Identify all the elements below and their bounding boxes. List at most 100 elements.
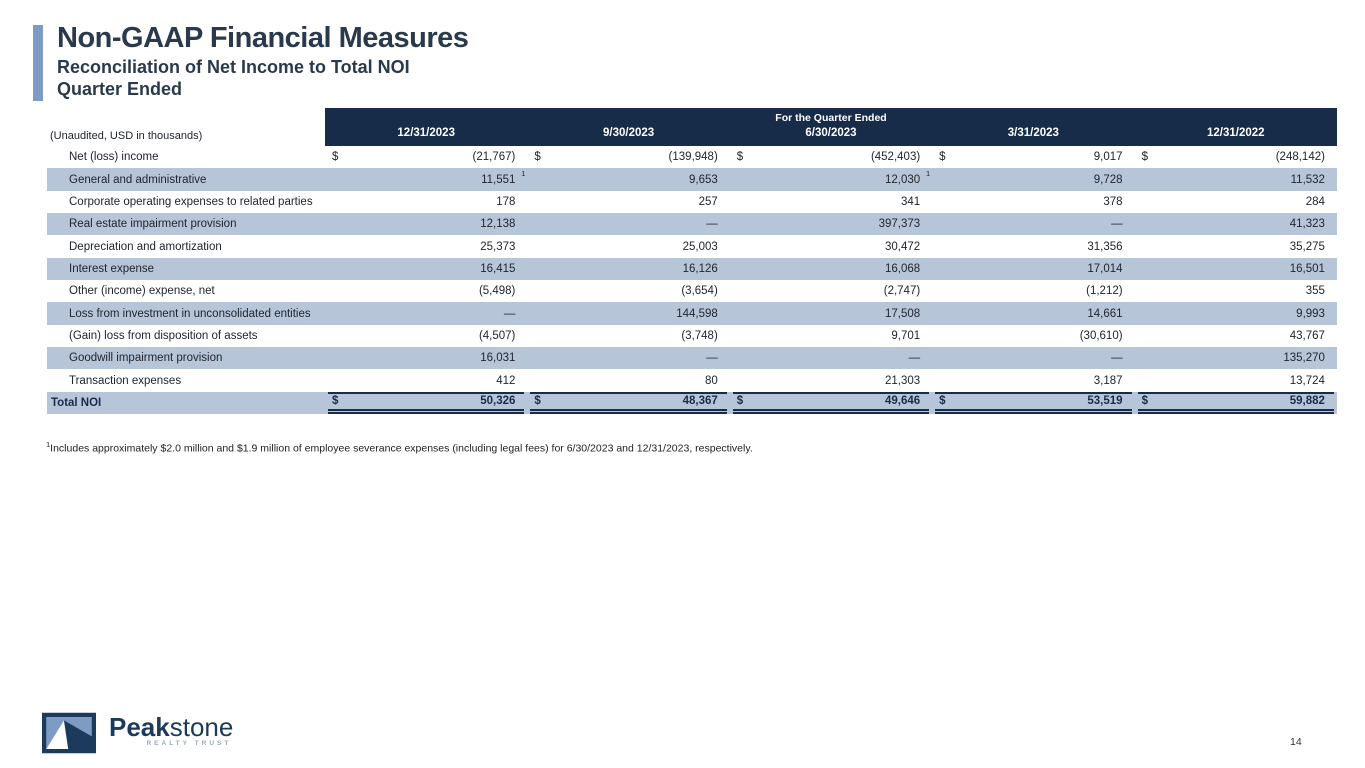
cell-number: (4,507) xyxy=(478,329,516,342)
cell-number: 412 xyxy=(496,374,516,387)
currency-symbol: $ xyxy=(736,395,744,408)
currency-symbol: $ xyxy=(534,395,541,408)
logo-name-bold: Peak xyxy=(109,712,170,742)
table-row: Interest expense 16,415 16,126 16,068 17,014… xyxy=(47,257,1337,281)
cell-number: 35,275 xyxy=(1289,240,1325,253)
column-headers: 12/31/2023 9/30/2023 6/30/2023 3/31/2023… xyxy=(325,127,1337,139)
page-number: 14 xyxy=(1290,736,1302,748)
cell-number: (5,498) xyxy=(478,285,516,298)
row-label: Interest expense xyxy=(69,262,155,275)
row-value: 341 xyxy=(730,191,932,213)
row-value: — xyxy=(932,213,1134,235)
row-value: 31,356 xyxy=(932,235,1134,257)
logo-name: Peakstone xyxy=(109,712,233,742)
row-value: — xyxy=(527,347,729,369)
table-row-total: Total NOI $50,326 $48,367 $49,646 $53,519 $59… xyxy=(47,391,1337,415)
cell-number: (248,142) xyxy=(1275,151,1325,164)
cell-number: (3,654) xyxy=(681,285,718,298)
logo-tagline: REALTY TRUST xyxy=(146,740,232,747)
row-value: 9,993 xyxy=(1135,302,1337,324)
row-value: 35,275 xyxy=(1135,235,1337,257)
table-row: Net (loss) income $ (21,767) $ (139,948) $ (45… xyxy=(47,146,1337,169)
row-value: 41,323 xyxy=(1135,213,1337,235)
row-value: $48,367 xyxy=(527,391,729,415)
row-value: $49,646 xyxy=(730,391,932,415)
cell-number: (30,610) xyxy=(1079,329,1123,342)
currency-symbol: $ xyxy=(1141,395,1148,408)
row-label: General and administrative xyxy=(69,173,207,186)
row-label: (Gain) loss from disposition of assets xyxy=(69,329,258,342)
cell-number: 31,356 xyxy=(1087,240,1123,253)
column-header: 3/31/2023 xyxy=(1007,127,1059,139)
currency-symbol: $ xyxy=(939,151,946,164)
row-value: $ (21,767) xyxy=(325,146,527,168)
cell-number: 12,030 xyxy=(884,173,921,186)
row-value: 11,551 1 xyxy=(325,168,527,190)
row-value: 13,724 xyxy=(1135,369,1337,391)
row-value: 9,728 xyxy=(932,168,1134,190)
cell-number: — xyxy=(1111,352,1123,365)
currency-symbol: $ xyxy=(534,151,541,164)
footnote: 1Includes approximately $2.0 million and… xyxy=(46,440,753,455)
row-label: Goodwill impairment provision xyxy=(69,352,223,365)
currency-symbol: $ xyxy=(736,151,744,164)
cell-number: 41,323 xyxy=(1289,218,1325,231)
row-value: 11,532 xyxy=(1135,168,1337,190)
cell-number: 30,472 xyxy=(884,240,921,253)
page-subtitle-1: Reconciliation of Net Income to Total NO… xyxy=(57,57,410,77)
row-label: Depreciation and amortization xyxy=(69,240,222,253)
cell-number: (2,747) xyxy=(883,285,921,298)
cell-number: 48,367 xyxy=(682,395,718,408)
page-title: Non-GAAP Financial Measures xyxy=(57,22,469,54)
footnote-marker: 1 xyxy=(521,169,526,179)
row-value: 21,303 xyxy=(730,369,932,391)
table-header: (Unaudited, USD in thousands) For the Qu… xyxy=(47,108,1337,146)
title-block: Non-GAAP Financial Measures Reconciliati… xyxy=(57,22,469,100)
cell-number: 144,598 xyxy=(676,307,718,320)
cell-number: 9,701 xyxy=(891,329,921,342)
cell-number: 341 xyxy=(900,195,921,208)
cell-number: 14,661 xyxy=(1087,307,1123,320)
cell-number: (3,748) xyxy=(681,329,718,342)
row-value: — xyxy=(325,302,527,324)
table-row: Corporate operating expenses to related … xyxy=(47,190,1337,214)
cell-number: 16,501 xyxy=(1289,262,1325,275)
row-value: 3,187 xyxy=(932,369,1134,391)
row-label: Total NOI xyxy=(51,396,102,409)
cell-number: 11,551 xyxy=(481,173,516,186)
cell-number: 80 xyxy=(704,374,718,387)
row-value: (3,748) xyxy=(527,325,729,347)
row-value: — xyxy=(932,347,1134,369)
row-value: (30,610) xyxy=(932,325,1134,347)
page-subtitle-2: Quarter Ended xyxy=(57,78,183,99)
column-header: 9/30/2023 xyxy=(603,127,655,139)
row-value: (2,747) xyxy=(730,280,932,302)
column-header: 12/31/2023 xyxy=(397,127,455,139)
row-value: 135,270 xyxy=(1135,347,1337,369)
row-value: $ (452,403) xyxy=(730,146,932,168)
row-label: Loss from investment in unconsolidated e… xyxy=(69,307,311,320)
row-value: 80 xyxy=(527,369,729,391)
row-value: (5,498) xyxy=(325,280,527,302)
row-label: Corporate operating expenses to related … xyxy=(69,195,313,208)
currency-symbol: $ xyxy=(332,395,339,408)
cell-number: 12,138 xyxy=(480,218,516,231)
cell-number: (452,403) xyxy=(870,151,921,164)
row-value: (1,212) xyxy=(932,280,1134,302)
cell-number: — xyxy=(706,352,718,365)
cell-number: — xyxy=(706,218,718,231)
row-value: $53,519 xyxy=(932,391,1134,415)
cell-number: 9,017 xyxy=(1093,151,1123,164)
row-value: 43,767 xyxy=(1135,325,1337,347)
currency-symbol: $ xyxy=(939,395,946,408)
row-value: 17,508 xyxy=(730,302,932,324)
cell-number: 11,532 xyxy=(1290,173,1325,186)
row-value: 16,068 xyxy=(730,258,932,280)
cell-number: 59,882 xyxy=(1289,395,1325,408)
row-value: $9,017 xyxy=(932,146,1134,168)
table-header-band: For the Quarter Ended 12/31/2023 9/30/20… xyxy=(325,108,1337,146)
row-value: 378 xyxy=(932,191,1134,213)
cell-number: 25,373 xyxy=(480,240,516,253)
cell-number: 9,728 xyxy=(1093,173,1123,186)
cell-number: 49,646 xyxy=(884,395,921,408)
